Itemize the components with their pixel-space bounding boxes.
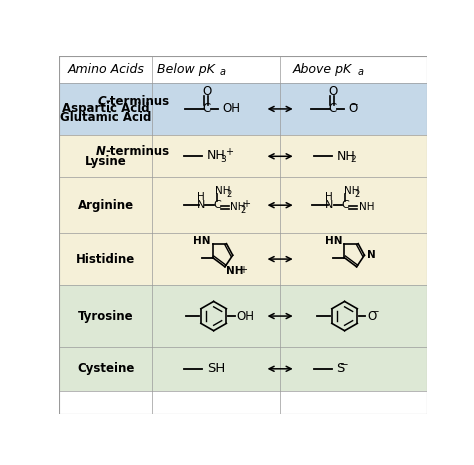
Text: NH: NH — [207, 149, 226, 162]
Text: N: N — [96, 145, 106, 158]
Text: 3: 3 — [221, 155, 227, 164]
Text: NH: NH — [227, 266, 244, 276]
Text: O: O — [367, 310, 376, 323]
Text: −: − — [350, 100, 359, 110]
Text: O: O — [348, 102, 357, 115]
Text: C: C — [341, 200, 349, 210]
Text: Lysine: Lysine — [85, 155, 127, 168]
Text: O: O — [202, 86, 211, 99]
Text: Tyrosine: Tyrosine — [78, 310, 134, 323]
Text: −: − — [340, 360, 349, 370]
Text: HN: HN — [325, 236, 343, 246]
Text: Glutamic Acid: Glutamic Acid — [60, 111, 151, 124]
Text: +: + — [225, 147, 233, 158]
Text: -terminus: -terminus — [106, 145, 170, 158]
Bar — [59, 178, 427, 233]
Text: +: + — [239, 265, 247, 275]
Text: Histidine: Histidine — [76, 252, 136, 266]
Text: NH: NH — [230, 202, 246, 213]
Text: SH: SH — [207, 362, 225, 375]
Text: -terminus: -terminus — [106, 95, 170, 108]
Text: Cysteine: Cysteine — [77, 362, 135, 375]
Bar — [59, 233, 427, 285]
Text: NH: NH — [358, 202, 374, 213]
Text: C: C — [213, 200, 221, 210]
Text: C: C — [328, 102, 337, 115]
Text: +: + — [242, 199, 250, 209]
Bar — [59, 56, 427, 83]
Text: N: N — [325, 200, 333, 210]
Text: −: − — [370, 307, 379, 317]
Text: 2: 2 — [355, 190, 360, 199]
Text: a: a — [220, 66, 226, 77]
Text: NH: NH — [344, 186, 359, 196]
Text: N: N — [197, 200, 205, 210]
Text: C: C — [97, 95, 106, 108]
Text: Amino Acids: Amino Acids — [67, 63, 144, 76]
Bar — [59, 347, 427, 391]
Text: Aspartic Acid: Aspartic Acid — [62, 102, 150, 115]
Text: a: a — [357, 66, 363, 77]
Text: 2: 2 — [226, 190, 231, 199]
Text: Above pK: Above pK — [292, 63, 352, 76]
Text: 2: 2 — [350, 155, 356, 164]
Text: NH: NH — [337, 150, 356, 163]
Text: HN: HN — [193, 236, 211, 246]
Text: Arginine: Arginine — [78, 199, 134, 212]
Text: NH: NH — [215, 186, 231, 196]
Text: OH: OH — [236, 310, 254, 323]
Text: H: H — [197, 193, 205, 202]
Text: H: H — [325, 193, 333, 202]
Text: N: N — [367, 250, 375, 260]
Text: Below pK: Below pK — [157, 63, 215, 76]
Text: O: O — [328, 86, 337, 99]
Bar — [59, 135, 427, 178]
Text: OH: OH — [222, 102, 240, 115]
Text: C: C — [202, 102, 211, 115]
Text: S: S — [337, 362, 345, 375]
Bar — [59, 285, 427, 347]
Text: 2: 2 — [240, 206, 245, 215]
Bar — [59, 83, 427, 135]
